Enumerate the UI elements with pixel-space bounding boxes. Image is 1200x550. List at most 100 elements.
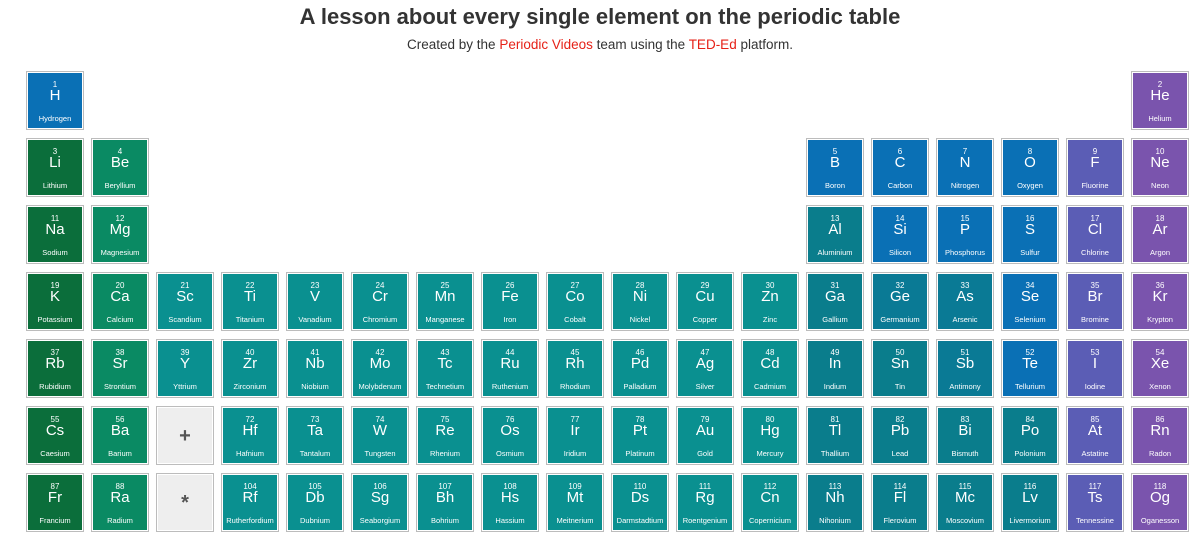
element-tile-iridium[interactable]: 77 Ir Iridium — [546, 406, 604, 465]
element-tile-molybdenum[interactable]: 42 Mo Molybdenum — [351, 339, 409, 398]
element-tile-hydrogen[interactable]: 1 H Hydrogen — [26, 71, 84, 130]
element-symbol: Cl — [1087, 221, 1103, 238]
element-tile-palladium[interactable]: 46 Pd Palladium — [611, 339, 669, 398]
element-tile-cobalt[interactable]: 27 Co Cobalt — [546, 272, 604, 331]
element-tile-silicon[interactable]: 14 Si Silicon — [871, 205, 929, 264]
element-tile-zirconium[interactable]: 40 Zr Zirconium — [221, 339, 279, 398]
element-tile-indium[interactable]: 49 In Indium — [806, 339, 864, 398]
element-tile-radium[interactable]: 88 Ra Radium — [91, 473, 149, 532]
element-tile-niobium[interactable]: 41 Nb Niobium — [286, 339, 344, 398]
element-tile-aluminium[interactable]: 13 Al Aluminium — [806, 205, 864, 264]
element-tile-chromium[interactable]: 24 Cr Chromium — [351, 272, 409, 331]
element-tile-rubidium[interactable]: 37 Rb Rubidium — [26, 339, 84, 398]
element-tile-strontium[interactable]: 38 Sr Strontium — [91, 339, 149, 398]
element-tile-ruthenium[interactable]: 44 Ru Ruthenium — [481, 339, 539, 398]
element-tile-beryllium[interactable]: 4 Be Beryllium — [91, 138, 149, 197]
element-tile-rhodium[interactable]: 45 Rh Rhodium — [546, 339, 604, 398]
atomic-number: 41 — [310, 348, 320, 357]
atomic-number: 49 — [830, 348, 840, 357]
element-tile-nitrogen[interactable]: 7 N Nitrogen — [936, 138, 994, 197]
element-tile-polonium[interactable]: 84 Po Polonium — [1001, 406, 1059, 465]
element-tile-boron[interactable]: 5 B Boron — [806, 138, 864, 197]
element-tile-barium[interactable]: 56 Ba Barium — [91, 406, 149, 465]
element-tile-rhenium[interactable]: 75 Re Rhenium — [416, 406, 474, 465]
element-tile-seaborgium[interactable]: 106 Sg Seaborgium — [351, 473, 409, 532]
element-tile-platinum[interactable]: 78 Pt Platinum — [611, 406, 669, 465]
element-tile-francium[interactable]: 87 Fr Francium — [26, 473, 84, 532]
element-tile-neon[interactable]: 10 Ne Neon — [1131, 138, 1189, 197]
element-tile-yttrium[interactable]: 39 Y Yttrium — [156, 339, 214, 398]
element-tile-vanadium[interactable]: 23 V Vanadium — [286, 272, 344, 331]
element-tile-gallium[interactable]: 31 Ga Gallium — [806, 272, 864, 331]
element-tile-calcium[interactable]: 20 Ca Calcium — [91, 272, 149, 331]
element-name: Iodine — [1084, 382, 1106, 391]
element-tile-selenium[interactable]: 34 Se Selenium — [1001, 272, 1059, 331]
element-tile-fluorine[interactable]: 9 F Fluorine — [1066, 138, 1124, 197]
atomic-number: 110 — [633, 482, 647, 491]
element-name: Rhodium — [559, 382, 590, 391]
element-tile-radon[interactable]: 86 Rn Radon — [1131, 406, 1189, 465]
actinides-placeholder-tile[interactable]: * — [156, 473, 214, 532]
element-tile-oxygen[interactable]: 8 O Oxygen — [1001, 138, 1059, 197]
element-tile-rutherfordium[interactable]: 104 Rf Rutherfordium — [221, 473, 279, 532]
element-tile-tungsten[interactable]: 74 W Tungsten — [351, 406, 409, 465]
element-tile-moscovium[interactable]: 115 Mc Moscovium — [936, 473, 994, 532]
element-tile-astatine[interactable]: 85 At Astatine — [1066, 406, 1124, 465]
element-tile-magnesium[interactable]: 12 Mg Magnesium — [91, 205, 149, 264]
periodic-videos-link[interactable]: Periodic Videos — [499, 37, 593, 52]
element-tile-titanium[interactable]: 22 Ti Titanium — [221, 272, 279, 331]
element-tile-xenon[interactable]: 54 Xe Xenon — [1131, 339, 1189, 398]
element-tile-potassium[interactable]: 19 K Potassium — [26, 272, 84, 331]
element-tile-bohrium[interactable]: 107 Bh Bohrium — [416, 473, 474, 532]
element-tile-sodium[interactable]: 11 Na Sodium — [26, 205, 84, 264]
element-symbol: Rf — [242, 489, 258, 506]
element-tile-technetium[interactable]: 43 Tc Technetium — [416, 339, 474, 398]
element-tile-copper[interactable]: 29 Cu Copper — [676, 272, 734, 331]
element-tile-tennessine[interactable]: 117 Ts Tennessine — [1066, 473, 1124, 532]
element-tile-hafnium[interactable]: 72 Hf Hafnium — [221, 406, 279, 465]
element-tile-darmstadtium[interactable]: 110 Ds Darmstadtium — [611, 473, 669, 532]
element-tile-scandium[interactable]: 21 Sc Scandium — [156, 272, 214, 331]
element-tile-carbon[interactable]: 6 C Carbon — [871, 138, 929, 197]
element-tile-livermorium[interactable]: 116 Lv Livermorium — [1001, 473, 1059, 532]
element-tile-iron[interactable]: 26 Fe Iron — [481, 272, 539, 331]
element-tile-nickel[interactable]: 28 Ni Nickel — [611, 272, 669, 331]
element-tile-oganesson[interactable]: 118 Og Oganesson — [1131, 473, 1189, 532]
element-tile-krypton[interactable]: 36 Kr Krypton — [1131, 272, 1189, 331]
element-tile-tin[interactable]: 50 Sn Tin — [871, 339, 929, 398]
element-tile-sulfur[interactable]: 16 S Sulfur — [1001, 205, 1059, 264]
element-symbol: Na — [45, 221, 65, 238]
element-tile-argon[interactable]: 18 Ar Argon — [1131, 205, 1189, 264]
element-tile-tantalum[interactable]: 73 Ta Tantalum — [286, 406, 344, 465]
element-tile-bismuth[interactable]: 83 Bi Bismuth — [936, 406, 994, 465]
element-tile-germanium[interactable]: 32 Ge Germanium — [871, 272, 929, 331]
element-tile-mercury[interactable]: 80 Hg Mercury — [741, 406, 799, 465]
element-tile-caesium[interactable]: 55 Cs Caesium — [26, 406, 84, 465]
element-tile-gold[interactable]: 79 Au Gold — [676, 406, 734, 465]
element-tile-bromine[interactable]: 35 Br Bromine — [1066, 272, 1124, 331]
element-tile-phosphorus[interactable]: 15 P Phosphorus — [936, 205, 994, 264]
element-tile-dubnium[interactable]: 105 Db Dubnium — [286, 473, 344, 532]
element-tile-flerovium[interactable]: 114 Fl Flerovium — [871, 473, 929, 532]
element-tile-cadmium[interactable]: 48 Cd Cadmium — [741, 339, 799, 398]
element-tile-hassium[interactable]: 108 Hs Hassium — [481, 473, 539, 532]
element-tile-lead[interactable]: 82 Pb Lead — [871, 406, 929, 465]
element-tile-osmium[interactable]: 76 Os Osmium — [481, 406, 539, 465]
element-tile-lithium[interactable]: 3 Li Lithium — [26, 138, 84, 197]
element-tile-iodine[interactable]: 53 I Iodine — [1066, 339, 1124, 398]
element-tile-roentgenium[interactable]: 111 Rg Roentgenium — [676, 473, 734, 532]
element-tile-silver[interactable]: 47 Ag Silver — [676, 339, 734, 398]
element-tile-thallium[interactable]: 81 Tl Thallium — [806, 406, 864, 465]
element-tile-helium[interactable]: 2 He Helium — [1131, 71, 1189, 130]
element-tile-manganese[interactable]: 25 Mn Manganese — [416, 272, 474, 331]
element-tile-nihonium[interactable]: 113 Nh Nihonium — [806, 473, 864, 532]
element-tile-chlorine[interactable]: 17 Cl Chlorine — [1066, 205, 1124, 264]
element-tile-meitnerium[interactable]: 109 Mt Meitnerium — [546, 473, 604, 532]
element-tile-antimony[interactable]: 51 Sb Antimony — [936, 339, 994, 398]
element-tile-zinc[interactable]: 30 Zn Zinc — [741, 272, 799, 331]
lanthanides-placeholder-tile[interactable]: + — [156, 406, 214, 465]
element-tile-arsenic[interactable]: 33 As Arsenic — [936, 272, 994, 331]
element-tile-copernicium[interactable]: 112 Cn Copernicium — [741, 473, 799, 532]
ted-ed-link[interactable]: TED-Ed — [688, 37, 737, 52]
element-tile-tellurium[interactable]: 52 Te Tellurium — [1001, 339, 1059, 398]
